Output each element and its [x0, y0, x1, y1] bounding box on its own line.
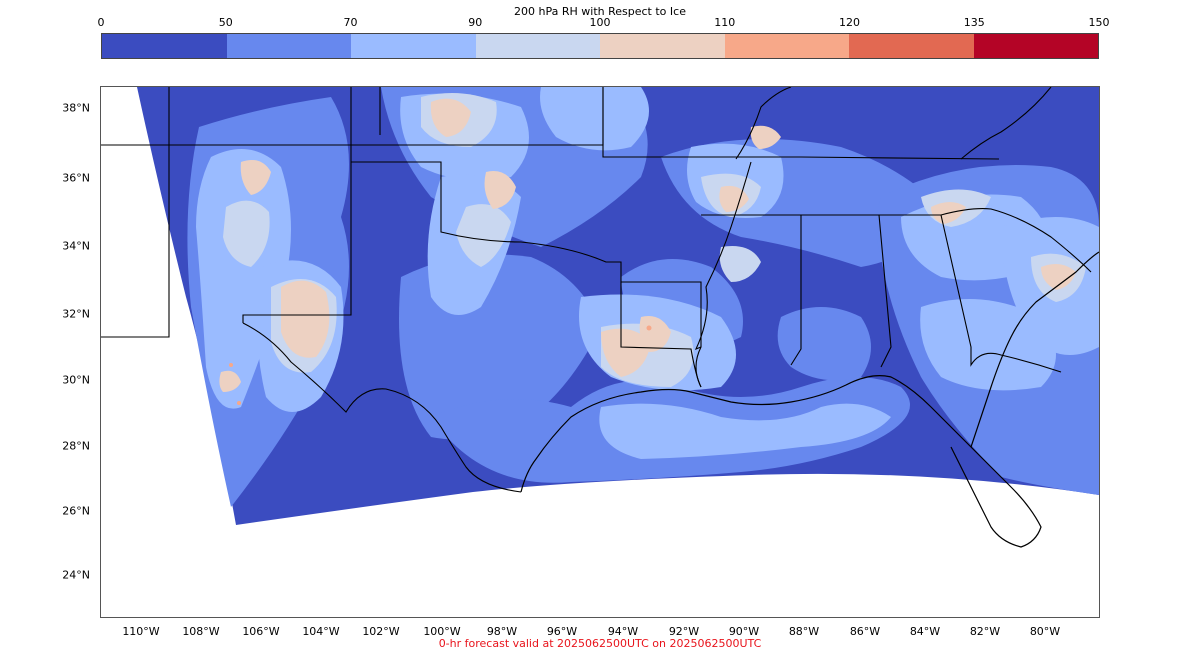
colorbar-segment [102, 34, 227, 58]
longitude-label: 98°W [486, 625, 518, 638]
latitude-label: 36°N [62, 171, 90, 185]
colorbar-segment [973, 34, 1098, 58]
longitude-label: 84°W [909, 625, 941, 638]
longitude-label: 104°W [302, 625, 340, 638]
rh-map [101, 87, 1099, 548]
longitude-label: 102°W [362, 625, 400, 638]
forecast-caption: 0-hr forecast valid at 2025062500UTC on … [438, 637, 762, 650]
longitude-label: 100°W [423, 625, 461, 638]
colorbar-tick-label: 110 [714, 16, 736, 29]
colorbar-tick-label: 50 [218, 16, 233, 29]
colorbar-tick-label: 100 [589, 16, 611, 29]
colorbar [101, 33, 1099, 59]
latitude-label: 26°N [62, 504, 90, 518]
longitude-label: 96°W [546, 625, 578, 638]
longitude-label: 110°W [122, 625, 160, 638]
longitude-label: 92°W [668, 625, 700, 638]
longitude-label: 90°W [728, 625, 760, 638]
state-boundaries [101, 87, 1092, 493]
longitude-label: 82°W [969, 625, 1001, 638]
colorbar-tick-label: 90 [468, 16, 483, 29]
colorbar-tick-label: 120 [839, 16, 860, 29]
colorbar-segment [724, 34, 849, 58]
colorbar-tick-label: 150 [1088, 16, 1110, 29]
latitude-label: 38°N [62, 101, 90, 115]
longitude-label: 88°W [788, 625, 820, 638]
coastline [520, 251, 1099, 548]
colorbar-tick-label: 0 [97, 16, 105, 29]
latitude-label: 24°N [62, 568, 90, 582]
longitude-label: 94°W [607, 625, 639, 638]
map-panel [100, 86, 1100, 618]
colorbar-title: 200 hPa RH with Respect to Ice [514, 5, 686, 18]
colorbar-segment [475, 34, 600, 58]
longitude-label: 86°W [849, 625, 881, 638]
colorbar-segment [849, 34, 974, 58]
longitude-label: 108°W [182, 625, 220, 638]
rh-contour-110-120 [229, 325, 652, 405]
colorbar-segment [226, 34, 351, 58]
colorbar-tick-label: 135 [963, 16, 985, 29]
colorbar-tick-label: 70 [343, 16, 358, 29]
latitude-label: 34°N [62, 239, 90, 253]
colorbar-segment [351, 34, 476, 58]
latitude-label: 32°N [62, 307, 90, 321]
latitude-label: 30°N [62, 373, 90, 387]
latitude-label: 28°N [62, 439, 90, 453]
longitude-label: 106°W [242, 625, 280, 638]
colorbar-segment [600, 34, 725, 58]
longitude-label: 80°W [1029, 625, 1061, 638]
